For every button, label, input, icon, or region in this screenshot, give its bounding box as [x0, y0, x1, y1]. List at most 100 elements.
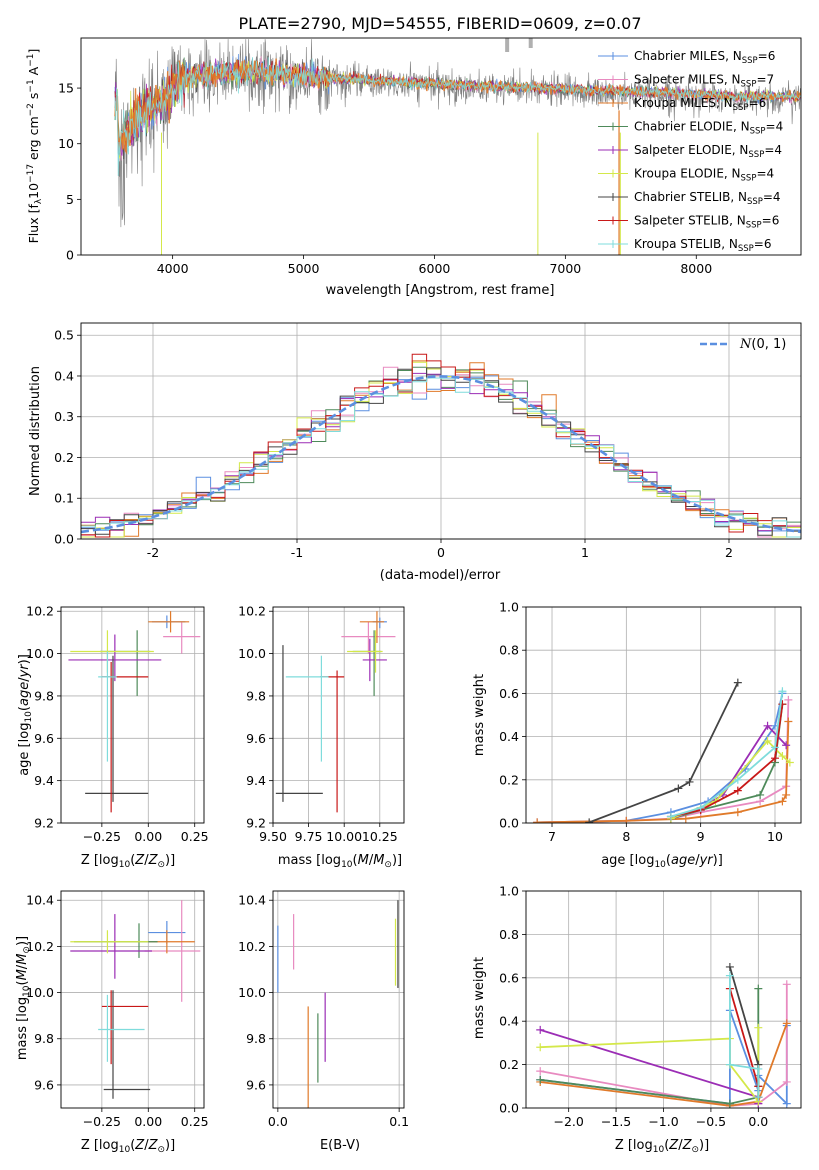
- z-mass-plot-area: −0.25 0.00 0.25 9.6 9.8 10.0 10.2 10.4: [26, 890, 209, 1129]
- age-massweight-panel: 7 8 9 10 0.0 0.2 0.4 0.6 0.8 1.0 age [log10(age/y…: [472, 600, 802, 870]
- mass-weight-point-marker: [666, 812, 675, 821]
- mass-weight-point-marker: [770, 743, 779, 752]
- residual_histogram-marks: [81, 353, 801, 538]
- mass-weight-point-marker: [756, 790, 765, 799]
- y-tick-label: 9.6: [246, 731, 266, 746]
- y-tick-label: 0.3: [54, 409, 74, 424]
- x-tick-label: −1.5: [601, 1114, 631, 1129]
- y-tick-label: 9.6: [34, 1077, 54, 1092]
- legend-label: Chabrier MILES, NSSP=6: [634, 49, 775, 66]
- z_vs_mass-marks: [70, 900, 201, 1099]
- x-tick-label: 0.0: [268, 1114, 288, 1129]
- x-tick-label: 2: [725, 545, 733, 560]
- mass-weight-point-marker: [696, 803, 705, 812]
- x-tick-label: 0.25: [181, 1114, 209, 1129]
- histogram-step-line: [81, 367, 801, 536]
- y-tick-label: 10.0: [26, 985, 54, 1000]
- mass-age-panel: 9.50 9.75 10.00 10.25 9.2 9.4 9.6 9.8 10.0 10.2 m…: [238, 604, 405, 870]
- y-tick-label: 9.2: [246, 816, 266, 831]
- age-massweight-plot-area: 7 8 9 10 0.0 0.2 0.4 0.6 0.8 1.0: [499, 600, 802, 844]
- axes-frame: [80, 322, 802, 540]
- mass-weight-series-line: [588, 682, 739, 823]
- mass-weight-point-marker: [725, 962, 734, 971]
- mass-weight-point-marker: [533, 818, 542, 823]
- mass-weight-series-line: [729, 975, 760, 1098]
- axes-frame: [525, 890, 802, 1109]
- mass-weight-point-marker: [763, 721, 772, 730]
- y-tick-label: 0.2: [499, 772, 519, 787]
- legend-label: Chabrier STELIB, NSSP=4: [634, 190, 781, 207]
- x-tick-label: 5000: [288, 261, 320, 276]
- histogram-step-line: [81, 377, 801, 538]
- legend-label: Salpeter ELODIE, NSSP=4: [634, 143, 782, 160]
- spectrum-legend: Chabrier MILES, NSSP=6 Salpeter MILES, NS…: [598, 49, 783, 254]
- y-tick-label: 9.8: [246, 688, 266, 703]
- y-tick-label: 0.2: [54, 450, 74, 465]
- mass-weight-point-marker: [782, 1019, 791, 1028]
- mass-weight-point-marker: [778, 687, 787, 696]
- mass-weight-point-marker: [536, 1075, 545, 1084]
- mass-weight-point-marker: [674, 784, 683, 793]
- x-tick-label: 6000: [419, 261, 451, 276]
- mass-weight-point-marker: [685, 777, 694, 786]
- mass-weight-point-marker: [785, 758, 794, 767]
- x-tick-label: 7: [548, 829, 556, 844]
- mass-weight-point-marker: [733, 775, 742, 784]
- z-mass-panel: −0.25 0.00 0.25 9.6 9.8 10.0 10.2 10.4 Z [log10…: [15, 890, 209, 1155]
- y-tick-label: 10: [58, 136, 74, 151]
- z-massweight-plot-area: −2.0 −1.5 −1.0 −0.5 0.0 0.0 0.2 0.4 0.6 0.8 1.0: [499, 884, 802, 1129]
- legend-label: Chabrier ELODIE, NSSP=4: [634, 120, 783, 137]
- spectrum-y-axis-label: Flux [fλ10−17 erg cm−2 s−1 A−1]: [26, 49, 44, 244]
- mass-weight-point-marker: [782, 1077, 791, 1086]
- legend-label: Kroupa ELODIE, NSSP=4: [634, 167, 774, 184]
- age-massweight-y-axis-label: mass weight: [472, 674, 487, 756]
- y-tick-label: 9.4: [34, 773, 54, 788]
- mass-weight-point-marker: [725, 971, 734, 980]
- y-tick-label: 15: [58, 81, 74, 96]
- ebv-mass-x-axis-label: E(B-V): [320, 1138, 360, 1153]
- mass-weight-point-marker: [754, 1093, 763, 1102]
- masked-region: [505, 38, 510, 52]
- mass_vs_age-marks: [275, 611, 396, 813]
- mass-weight-point-marker: [784, 695, 793, 704]
- y-tick-label: 10.2: [26, 939, 54, 954]
- mass-weight-point-marker: [585, 818, 594, 823]
- spectrum-plot-area: 4000 5000 6000 7000 8000 0 5 10 15: [58, 37, 802, 276]
- y-tick-label: 9.8: [34, 1031, 54, 1046]
- legend-label: Salpeter MILES, NSSP=7: [634, 73, 774, 90]
- y-tick-label: 10.2: [238, 939, 266, 954]
- x-tick-label: −1.0: [648, 1114, 678, 1129]
- normal-curve-legend-label: N(0, 1): [739, 337, 786, 352]
- y-tick-label: 0.6: [499, 686, 519, 701]
- mass-weight-point-marker: [536, 1043, 545, 1052]
- axes-frame: [80, 37, 802, 256]
- residual-x-axis-label: (data-model)/error: [380, 568, 501, 583]
- age-massweight-x-axis-label: age [log10(age/yr)]: [601, 853, 723, 870]
- z_mass_weight-marks: [536, 962, 791, 1108]
- x-tick-label: 0.1: [389, 1114, 409, 1129]
- x-tick-label: 9.50: [259, 829, 287, 844]
- mass-weight-point-marker: [782, 790, 791, 799]
- mass-weight-point-marker: [725, 1060, 734, 1069]
- y-tick-label: 5: [66, 192, 74, 207]
- z-age-x-axis-label: Z [log10(Z/Z⊙)]: [81, 853, 175, 870]
- x-tick-label: 8000: [680, 261, 712, 276]
- mass-age-x-axis-label: mass [log10(M/M⊙)]: [278, 853, 402, 870]
- z-age-plot-area: −0.25 0.00 0.25 9.2 9.4 9.6 9.8 10.0 10.2: [26, 604, 208, 844]
- x-tick-label: 9.75: [295, 829, 323, 844]
- y-tick-label: 9.6: [246, 1077, 266, 1092]
- x-tick-label: 0.00: [134, 1114, 162, 1129]
- y-tick-label: 9.8: [246, 1031, 266, 1046]
- y-tick-label: 9.8: [34, 688, 54, 703]
- x-tick-label: 7000: [549, 261, 581, 276]
- mass-weight-series-line: [540, 1023, 788, 1107]
- ebv-mass-plot-area: 0.0 0.1 9.6 9.8 10.0 10.2 10.4: [238, 890, 409, 1129]
- x-tick-label: −0.5: [696, 1114, 726, 1129]
- y-tick-label: 10.4: [238, 893, 266, 908]
- y-tick-label: 10.0: [238, 646, 266, 661]
- x-tick-label: 9: [697, 829, 705, 844]
- mass-weight-point-marker: [778, 797, 787, 806]
- x-tick-label: −0.25: [83, 1114, 121, 1129]
- y-tick-label: 0.2: [499, 1057, 519, 1072]
- y-tick-label: 0.4: [499, 729, 519, 744]
